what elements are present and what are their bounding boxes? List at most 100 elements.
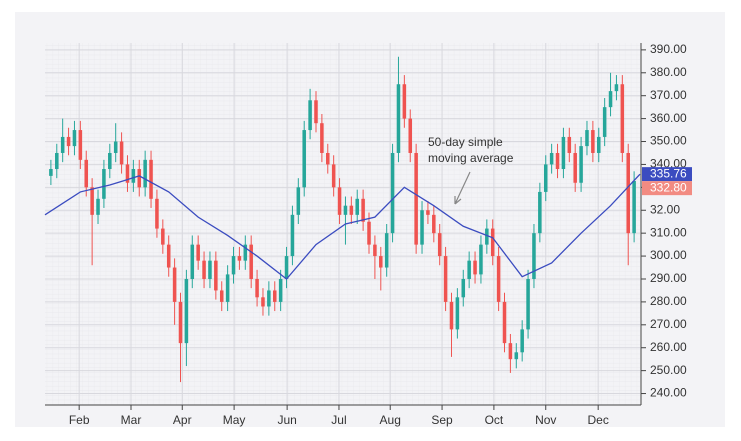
x-tick-label: Nov: [535, 413, 556, 427]
candle-body: [49, 169, 53, 176]
candle-body: [219, 290, 224, 302]
candle-body: [125, 164, 130, 183]
candle-body: [561, 136, 566, 170]
candle-body: [237, 256, 242, 261]
candle-body: [579, 146, 583, 183]
y-tick-label: 240.00: [650, 386, 687, 400]
x-tick-label: Apr: [173, 413, 192, 427]
candle-body: [596, 136, 601, 153]
y-tick-label: 350.00: [650, 134, 687, 148]
candle-body: [166, 244, 171, 268]
candle-body: [390, 152, 395, 234]
candle-body: [214, 260, 218, 291]
candle-body: [555, 152, 560, 170]
y-tick-label: 250.00: [650, 363, 687, 377]
candle-body: [367, 221, 371, 245]
candle-body: [184, 278, 189, 344]
fine-grid: [45, 43, 640, 405]
candle-body: [396, 84, 401, 153]
candle-body: [90, 187, 94, 215]
candle-body: [402, 84, 407, 119]
candle-body: [355, 198, 359, 215]
candle-body: [490, 228, 495, 257]
candle-body: [278, 278, 283, 302]
candle-body: [455, 297, 460, 330]
y-tick-label: 340.00: [650, 157, 687, 171]
candle-body: [172, 267, 177, 302]
candle-body: [119, 141, 124, 165]
candle-body: [496, 256, 501, 302]
candle-body: [543, 164, 548, 192]
candle-body: [113, 141, 118, 153]
y-tick-label: 310.00: [650, 225, 687, 239]
x-tick-label: May: [223, 413, 246, 427]
x-tick-label: Jul: [331, 413, 346, 427]
price-marker-label: 335.76: [650, 166, 687, 180]
candle-body: [620, 84, 625, 153]
candle-body: [102, 169, 106, 199]
annotation-line: 50-day simple: [428, 135, 503, 149]
candle-body: [208, 260, 212, 279]
grid: [45, 43, 640, 405]
y-tick-label: 280.00: [650, 294, 687, 308]
candle-body: [479, 244, 483, 275]
plot: [44, 56, 641, 383]
candle-body: [343, 205, 348, 215]
candle-body: [626, 152, 630, 234]
candle-body: [84, 159, 89, 188]
candle-body: [432, 214, 436, 234]
axes: 240.00 250.00 260.00 270.00 280.00 290.00 300.…: [69, 42, 692, 427]
candle-body: [78, 130, 83, 160]
candle-body: [567, 136, 572, 153]
candle-body: [449, 301, 454, 330]
candle-body: [585, 130, 589, 147]
candle-body: [326, 152, 330, 165]
candle-body: [379, 256, 383, 268]
candle-body: [190, 244, 195, 279]
candle-body: [608, 91, 613, 108]
y-tick-label: 380.00: [650, 65, 687, 79]
y-tick-label: 270.00: [650, 317, 687, 331]
candle-body: [485, 228, 489, 245]
candle-body: [614, 84, 619, 92]
candle-body: [331, 164, 336, 188]
candle-body: [231, 256, 236, 275]
candle-body: [290, 214, 295, 257]
y-tick-label: 300.00: [650, 248, 687, 262]
candle-body: [473, 260, 477, 275]
candle-body: [60, 136, 65, 153]
candle-body: [55, 152, 59, 170]
candle-body: [272, 290, 277, 302]
x-tick-label: Jun: [277, 413, 296, 427]
x-tick-label: Aug: [380, 413, 401, 427]
x-tick-label: Feb: [69, 413, 90, 427]
candle-body: [137, 169, 142, 188]
candle-body: [414, 152, 418, 245]
annotation-line: moving average: [428, 151, 514, 165]
price-marker-label: 332.80: [650, 180, 687, 194]
candle-body: [243, 244, 248, 261]
candle-body: [514, 352, 519, 360]
candle-body: [526, 278, 530, 330]
candle-body: [373, 244, 377, 257]
candle-body: [437, 233, 442, 257]
candle-body: [408, 118, 413, 153]
candle-body: [426, 210, 430, 215]
candle-body: [161, 228, 165, 245]
y-tick-label: 290.00: [650, 271, 687, 285]
candle-body: [155, 198, 159, 229]
candle-body: [96, 198, 100, 215]
annotation-arrow: [454, 171, 471, 205]
candle-body: [72, 130, 77, 147]
candle-body: [420, 210, 424, 245]
x-tick-label: Oct: [485, 413, 504, 427]
candle-body: [261, 297, 265, 307]
candle-body: [467, 260, 471, 279]
candle-body: [196, 244, 200, 261]
candle-body: [314, 100, 318, 124]
candle-body: [308, 100, 312, 131]
y-tick-label: 32.00: [650, 202, 680, 216]
candle-body: [149, 159, 153, 199]
candle-body: [384, 233, 389, 268]
